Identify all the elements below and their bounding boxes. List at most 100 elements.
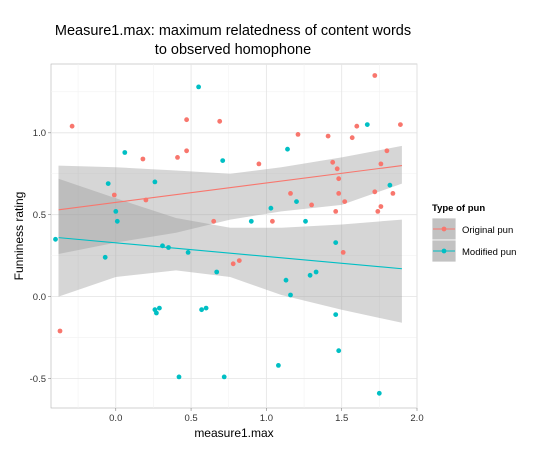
point-original-pun (184, 117, 190, 123)
point-original-pun (140, 156, 146, 162)
y-tick-label: 0.5 (33, 210, 46, 221)
point-original-pun (325, 133, 331, 139)
point-modified-pun (303, 218, 308, 224)
y-tick-label: -0.5 (30, 374, 46, 385)
point-modified-pun (248, 218, 254, 224)
point-original-pun (230, 261, 236, 267)
point-original-pun (184, 148, 190, 154)
fit-line-modified-pun (58, 237, 402, 270)
point-original-pun (336, 191, 342, 196)
axis-ticks: 0.0 0.5 1.0 1.5 2.0 -0.5 0.0 0.5 1.0 (30, 128, 424, 424)
legend-keys (431, 217, 457, 263)
data-points (53, 73, 403, 396)
point-modified-pun (114, 218, 120, 224)
point-original-pun (288, 191, 293, 196)
point-original-pun (384, 148, 390, 154)
point-original-pun (111, 192, 117, 198)
point-modified-pun (176, 374, 182, 380)
chart-title-line-2: to observed homophone (155, 42, 311, 58)
y-tick-label: 0.0 (33, 292, 46, 303)
point-modified-pun (113, 209, 119, 214)
point-modified-pun (313, 269, 319, 275)
point-original-pun (295, 132, 301, 137)
point-modified-pun (336, 348, 342, 354)
point-modified-pun (102, 254, 108, 260)
point-original-pun (256, 161, 262, 167)
point-modified-pun (122, 150, 128, 155)
point-modified-pun (214, 269, 220, 275)
point-modified-pun (376, 390, 382, 396)
y-tick-label: 1.0 (33, 128, 46, 139)
grid-lines (51, 64, 418, 408)
x-tick-label: 0.0 (109, 413, 122, 424)
point-modified-pun (53, 236, 58, 242)
point-original-pun (57, 328, 63, 334)
point-modified-pun (185, 250, 191, 255)
point-modified-pun (364, 122, 370, 127)
point-modified-pun (307, 272, 313, 278)
point-modified-pun (283, 277, 289, 283)
chart-title-line-1: Measure1.max: maximum relatedness of con… (55, 23, 411, 39)
point-original-pun (372, 73, 378, 78)
confidence-band-original-pun (58, 145, 402, 254)
point-modified-pun (268, 205, 274, 211)
point-original-pun (309, 202, 314, 208)
point-original-pun (270, 218, 275, 224)
x-tick-label: 0.5 (184, 413, 197, 424)
point-modified-pun (387, 182, 393, 188)
confidence-bands (58, 145, 402, 323)
legend-label-original-pun: Original pun (462, 225, 513, 236)
point-original-pun (342, 199, 348, 205)
point-modified-pun (160, 243, 165, 249)
point-modified-pun (105, 181, 111, 187)
point-original-pun (336, 176, 342, 182)
point-original-pun (378, 161, 384, 167)
point-modified-pun (221, 374, 227, 380)
point-original-pun (334, 166, 340, 172)
point-modified-pun (157, 305, 162, 311)
point-original-pun (211, 218, 217, 224)
point-original-pun (349, 135, 355, 141)
point-modified-pun (203, 305, 209, 311)
point-original-pun (378, 204, 384, 209)
point-original-pun (354, 123, 360, 129)
point-modified-pun (285, 146, 290, 152)
point-original-pun (398, 122, 403, 127)
y-axis-label: Funniness rating (12, 192, 26, 281)
legend-key-point-modified-pun (441, 248, 447, 254)
point-modified-pun (152, 179, 158, 185)
point-original-pun (175, 155, 180, 160)
point-original-pun (69, 123, 75, 129)
point-modified-pun (199, 307, 205, 313)
point-modified-pun (288, 292, 293, 298)
point-modified-pun (220, 158, 226, 164)
fit-line-original-pun (58, 165, 403, 211)
point-original-pun (340, 250, 346, 255)
point-original-pun (375, 209, 381, 214)
point-original-pun (330, 159, 336, 165)
point-modified-pun (294, 199, 299, 205)
plot-panel (50, 63, 418, 409)
x-tick-label: 1.5 (335, 413, 348, 424)
point-modified-pun (166, 245, 171, 250)
point-original-pun (390, 191, 396, 196)
legend-key-point-original-pun (441, 226, 447, 232)
legend-title: Type of pun (432, 203, 485, 214)
point-modified-pun (333, 312, 339, 317)
fit-lines (58, 165, 403, 270)
legend: Type of pun Original pun Modified pun (431, 203, 516, 263)
point-original-pun (372, 189, 378, 195)
confidence-band-modified-pun (58, 178, 402, 323)
x-tick-label: 2.0 (410, 413, 423, 424)
point-modified-pun (196, 84, 202, 90)
point-modified-pun (333, 240, 339, 246)
point-original-pun (217, 118, 223, 124)
x-tick-label: 1.0 (260, 413, 273, 424)
legend-label-modified-pun: Modified pun (462, 247, 516, 258)
point-modified-pun (276, 363, 281, 368)
point-original-pun (143, 197, 149, 203)
point-modified-pun (154, 310, 159, 316)
point-original-pun (236, 258, 242, 263)
point-original-pun (333, 209, 339, 214)
